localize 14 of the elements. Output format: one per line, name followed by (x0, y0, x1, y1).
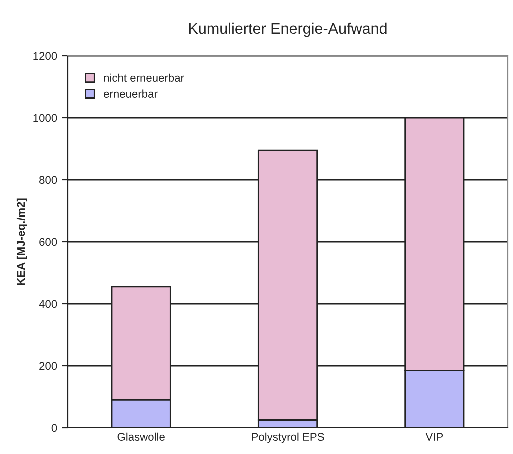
x-tick-label: Glaswolle (118, 432, 165, 442)
y-axis-title: KEA [MJ-eq./m2] (16, 198, 28, 286)
y-tick-label: 400 (39, 300, 58, 308)
y-tick-label: 200 (40, 362, 58, 370)
chart-title: Kumulierter Energie-Aufwand (189, 22, 387, 38)
legend-label: erneuerbar (104, 90, 158, 98)
x-tick-label: VIP (426, 433, 444, 441)
x-tick-label: Polystyrol EPS (252, 432, 324, 444)
y-tick-label: 800 (40, 176, 58, 184)
y-tick-label: 1000 (34, 114, 58, 122)
y-tick-label: 1200 (34, 52, 58, 60)
y-tick-label: 600 (40, 238, 58, 246)
legend-label: nicht erneuerbar (104, 74, 184, 82)
y-tick-label: 0 (52, 424, 58, 432)
